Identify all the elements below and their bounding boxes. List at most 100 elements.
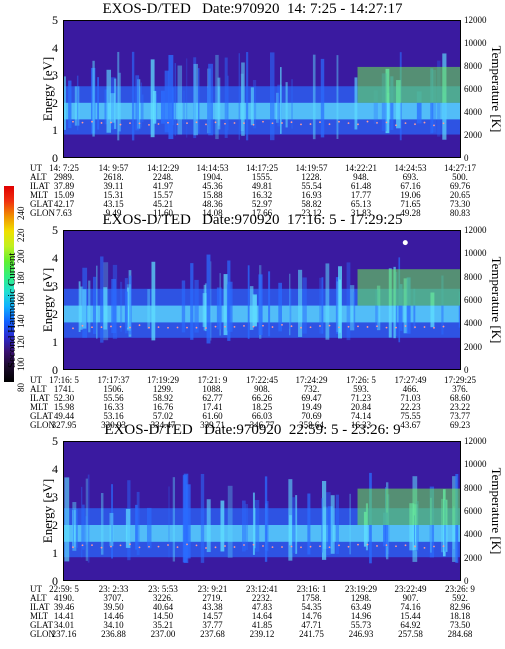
temperature-axis-label: Temperature [K] bbox=[489, 467, 504, 555]
ephemeris-cell: 236.88 bbox=[101, 629, 126, 639]
ephemeris-row-label: GLON bbox=[30, 208, 55, 218]
energy-tick: 4 bbox=[52, 462, 58, 476]
ephemeris-cell: 47.83 bbox=[251, 602, 273, 612]
ephemeris-cell: 17:19:29 bbox=[146, 375, 179, 385]
ephemeris-row-label: ILAT bbox=[30, 602, 50, 612]
ephemeris-cell: 19.49 bbox=[301, 402, 322, 412]
ephemeris-cell: 45.21 bbox=[152, 199, 174, 209]
ephemeris-cell: 1299. bbox=[152, 384, 174, 394]
ephemeris-cell: 16.76 bbox=[152, 402, 174, 412]
ephemeris-cell: 2719. bbox=[202, 593, 223, 603]
ephemeris-cell: 14.46 bbox=[103, 611, 124, 621]
ephemeris-cell: 14.41 bbox=[53, 611, 75, 621]
ephemeris-cell: 14:24:53 bbox=[394, 163, 427, 173]
ephemeris-cell: 57.02 bbox=[152, 411, 174, 421]
ephemeris-cell: 16.32 bbox=[251, 190, 273, 200]
ephemeris-cell: 18.18 bbox=[449, 611, 471, 621]
ephemeris-row-label: GLON bbox=[30, 629, 55, 639]
temperature-axis-label: Temperature [K] bbox=[489, 45, 504, 133]
energy-tick: 0 bbox=[52, 151, 58, 165]
temperature-tick: 4000 bbox=[464, 529, 482, 540]
ephemeris-cell: 2989. bbox=[53, 172, 75, 182]
ephemeris-row-label: ALT bbox=[30, 384, 47, 394]
ephemeris-cell: 23: 9:21 bbox=[197, 584, 228, 594]
ephemeris-cell: 17.77 bbox=[350, 190, 372, 200]
spectrogram-image bbox=[63, 20, 461, 158]
ephemeris-cell: 14.57 bbox=[202, 611, 223, 621]
temperature-tick: 6000 bbox=[464, 295, 482, 305]
energy-tick: 1 bbox=[52, 335, 58, 349]
ephemeris-cell: 2618. bbox=[103, 172, 124, 182]
ephemeris-cell: 241.75 bbox=[299, 629, 324, 639]
ephemeris-cell: 23:12:41 bbox=[245, 584, 278, 594]
ephemeris-cell: 43.38 bbox=[202, 602, 223, 612]
panel-3-spectrogram bbox=[63, 441, 461, 581]
ephemeris-cell: 16.33 bbox=[103, 402, 124, 412]
ephemeris-cell: 17:22:45 bbox=[245, 375, 278, 385]
ephemeris-cell: 82.96 bbox=[449, 602, 471, 612]
temperature-tick: 0 bbox=[464, 365, 469, 375]
ephemeris-cell: 49.28 bbox=[400, 208, 421, 218]
ephemeris-cell: 42.17 bbox=[53, 199, 75, 209]
ephemeris-cell: 62.77 bbox=[202, 393, 223, 403]
ephemeris-cell: 69.76 bbox=[449, 181, 471, 191]
ephemeris-cell: 376. bbox=[452, 384, 468, 394]
panel-2-spectrogram bbox=[63, 230, 461, 370]
ephemeris-cell: 17:27:49 bbox=[394, 375, 427, 385]
ephemeris-cell: 9.49 bbox=[105, 208, 122, 218]
ephemeris-cell: 17:16: 5 bbox=[49, 375, 79, 385]
ephemeris-cell: 19.06 bbox=[400, 190, 421, 200]
ephemeris-cell: 346.77 bbox=[249, 420, 275, 430]
ephemeris-table: UT ALT ILAT MLT GLAT GLON 17:16: 5 1741. 52.30 15… bbox=[0, 376, 505, 436]
energy-tick: 2 bbox=[52, 95, 58, 110]
ephemeris-cell: 14.64 bbox=[251, 611, 273, 621]
ephemeris-cell: 16.33 bbox=[350, 420, 372, 430]
ephemeris-cell: 55.56 bbox=[103, 393, 124, 403]
ephemeris-cell: 17:29:25 bbox=[443, 375, 476, 385]
ephemeris-cell: 23.22 bbox=[449, 402, 471, 412]
ephemeris-cell: 64.92 bbox=[400, 620, 421, 630]
ephemeris-cell: 58.82 bbox=[301, 199, 322, 209]
ephemeris-cell: 47.71 bbox=[301, 620, 322, 630]
ephemeris-cell: 327.95 bbox=[51, 420, 77, 430]
ephemeris-cell: 73.30 bbox=[449, 199, 471, 209]
ephemeris-cell: 339.71 bbox=[200, 420, 225, 430]
ephemeris-row-label: ALT bbox=[30, 172, 47, 182]
ephemeris-cell: 48.36 bbox=[202, 199, 223, 209]
colorbar-tick: 120 bbox=[16, 335, 26, 350]
energy-tick: 3 bbox=[52, 490, 58, 504]
ephemeris-cell: 1555. bbox=[251, 172, 273, 182]
ephemeris-cell: 948. bbox=[353, 172, 369, 182]
energy-tick: 3 bbox=[52, 279, 58, 293]
ephemeris-cell: 592. bbox=[452, 593, 468, 603]
ephemeris-cell: 17.41 bbox=[202, 402, 223, 412]
ephemeris-cell: 71.23 bbox=[350, 393, 372, 403]
ephemeris-cell: 69.47 bbox=[301, 393, 322, 403]
ephemeris-cell: 55.73 bbox=[350, 620, 372, 630]
ephemeris-cell: 2232. bbox=[251, 593, 273, 603]
ephemeris-row-label: GLAT bbox=[30, 620, 53, 630]
colorbar-tick: 140 bbox=[16, 314, 26, 328]
ephemeris-cell: 3226. bbox=[152, 593, 174, 603]
temperature-tick: 2000 bbox=[464, 552, 482, 563]
ephemeris-cell: 54.35 bbox=[301, 602, 322, 612]
ephemeris-cell: 1904. bbox=[202, 172, 223, 182]
ephemeris-cell: 23:26: 9 bbox=[445, 584, 475, 594]
ephemeris-cell: 53.16 bbox=[103, 411, 124, 421]
ephemeris-cell: 14: 7:25 bbox=[49, 163, 79, 173]
ephemeris-cell: 58.92 bbox=[152, 393, 174, 403]
temperature-tick: 4000 bbox=[464, 318, 482, 329]
ephemeris-cell: 39.11 bbox=[103, 181, 124, 191]
panel-1-spectrogram bbox=[63, 20, 461, 158]
energy-axis-label: Energy [eV] bbox=[40, 267, 55, 333]
ephemeris-cell: 37.77 bbox=[202, 620, 223, 630]
panel-3-title: EXOS-D/TED Date:970920 22:59: 5 - 23:26:… bbox=[104, 422, 401, 438]
ephemeris-cell: 23: 5:53 bbox=[148, 584, 178, 594]
energy-tick: 2 bbox=[52, 307, 58, 321]
ephemeris-cell: 52.97 bbox=[251, 199, 273, 209]
ephemeris-cell: 49.44 bbox=[53, 411, 75, 421]
ephemeris-cell: 61.48 bbox=[350, 181, 372, 191]
ephemeris-cell: 14:19:57 bbox=[295, 163, 328, 173]
ephemeris-cell: 14:27:17 bbox=[443, 163, 476, 173]
ephemeris-cell: 11.60 bbox=[153, 208, 173, 218]
